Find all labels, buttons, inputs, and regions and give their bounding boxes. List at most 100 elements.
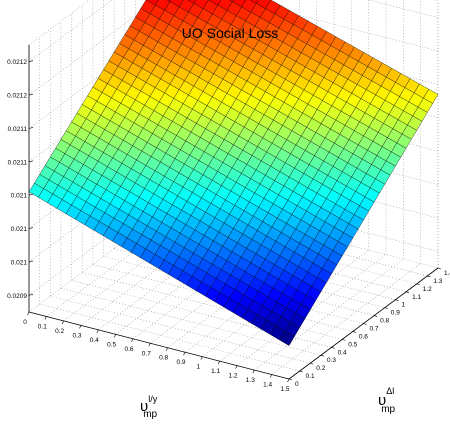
floor-gridline: [236, 254, 387, 366]
y-tick-label: 0.2: [316, 365, 325, 372]
wall-gridline: [28, 0, 113, 62]
floor-gridline: [202, 245, 352, 357]
z-tick-mark: [28, 127, 34, 129]
y-tick-label: 1.3: [433, 278, 442, 285]
chart-title: UO Social Loss: [182, 25, 278, 41]
x-tick-mark: [148, 343, 151, 347]
x-tick-label: 0.9: [176, 359, 185, 366]
y-tick-label: 0.9: [391, 310, 400, 317]
wall-gridline: [28, 50, 179, 163]
z-tick-mark: [28, 93, 34, 96]
wall-gridline: [28, 117, 179, 229]
z-tick-label: 0.021: [11, 226, 28, 233]
x-tick-label: 0.1: [38, 323, 47, 330]
y-tick-mark: [352, 331, 356, 333]
y-tick-mark: [310, 362, 314, 365]
y-tick-label: 1.2: [423, 286, 432, 293]
z-tick-mark: [28, 227, 34, 229]
y-tick-mark: [288, 378, 293, 381]
floor-gridline: [98, 218, 248, 331]
x-tick-mark: [79, 325, 82, 329]
x-tick-mark: [27, 311, 30, 316]
x-tick-mark: [44, 316, 47, 320]
y-tick-mark: [299, 370, 303, 373]
x-tick-label: 0.6: [124, 346, 133, 353]
y-tick-label: 0.8: [380, 318, 389, 325]
x-tick-label: 0: [23, 319, 27, 326]
y-tick-label: 1: [401, 302, 405, 309]
y-tick-label: 0.6: [359, 333, 368, 340]
floor-gridline: [271, 263, 421, 375]
y-axis-label: υΔl mp: [378, 386, 396, 415]
y-tick-mark: [331, 347, 335, 349]
surface-patch: [187, 0, 197, 4]
axis-line: [28, 311, 290, 380]
x-tick-mark: [131, 338, 134, 342]
y-tick-mark: [384, 307, 388, 309]
x-tick-label: 0.2: [55, 328, 64, 335]
x-tick-mark: [183, 352, 186, 356]
z-tick-mark: [28, 260, 34, 263]
axis-ticks: 00.10.20.30.40.50.60.70.80.911.11.21.31.…: [7, 59, 450, 393]
y-tick-mark: [342, 339, 346, 341]
z-tick-label: 0.021: [11, 193, 28, 200]
y-tick-mark: [363, 323, 367, 325]
surface-patch: [249, 0, 259, 4]
floor-gridline: [28, 200, 179, 313]
wall-gridline: [28, 150, 179, 263]
wall-gridline: [28, 17, 179, 129]
wall-gridline: [28, 0, 158, 96]
y-tick-mark: [437, 267, 442, 270]
y-tick-mark: [395, 299, 399, 301]
y-tick-label: 0.1: [306, 373, 315, 380]
x-tick-mark: [217, 360, 220, 365]
floor-gridline: [46, 205, 196, 317]
x-tick-mark: [269, 374, 272, 378]
floor-gridline: [115, 223, 265, 335]
x-tick-mark: [200, 356, 203, 360]
x-tick-label: 1.4: [263, 382, 272, 389]
floor-gridline: [132, 227, 283, 340]
y-tick-label: 1.4: [444, 270, 450, 277]
x-tick-mark: [287, 378, 290, 383]
x-tick-mark: [113, 334, 116, 338]
y-tick-label: 0: [295, 381, 299, 388]
y-tick-mark: [374, 315, 378, 317]
x-tick-label: 0.4: [90, 337, 99, 344]
z-tick-mark: [28, 60, 34, 62]
y-tick-mark: [427, 275, 431, 278]
x-tick-mark: [61, 320, 64, 325]
y-tick-mark: [320, 354, 325, 357]
z-tick-mark: [28, 294, 34, 296]
svg-text:υl/ymp: υl/y mp: [140, 394, 158, 420]
z-tick-label: 0.0211: [8, 126, 28, 133]
floor-gridline: [150, 232, 300, 344]
x-tick-mark: [235, 365, 238, 369]
z-tick-label: 0.0212: [7, 93, 27, 100]
x-tick-label: 1.5: [280, 386, 289, 393]
x-tick-label: 0.3: [72, 332, 81, 339]
x-tick-mark: [252, 369, 255, 374]
z-tick-label: 0.0212: [7, 59, 27, 66]
wall-gridline: [28, 184, 179, 296]
surface-mesh: [28, 0, 439, 346]
x-tick-label: 0.7: [142, 350, 151, 357]
z-tick-mark: [28, 193, 34, 196]
y-tick-label: 0.5: [348, 341, 357, 348]
y-tick-mark: [405, 291, 410, 294]
z-tick-label: 0.0211: [8, 159, 28, 166]
y-tick-label: 0.3: [327, 357, 336, 364]
x-tick-label: 0.5: [107, 341, 116, 348]
x-tick-mark: [165, 347, 168, 351]
z-tick-label: 0.0209: [7, 293, 27, 300]
floor-gridline: [167, 236, 317, 348]
x-tick-label: 1.3: [246, 377, 255, 384]
x-tick-label: 1.2: [228, 373, 237, 380]
y-tick-label: 1.1: [412, 294, 421, 301]
surface-patch: [279, 330, 295, 346]
y-tick-mark: [416, 283, 420, 286]
z-tick-mark: [28, 160, 34, 163]
z-tick-label: 0.021: [11, 259, 28, 266]
